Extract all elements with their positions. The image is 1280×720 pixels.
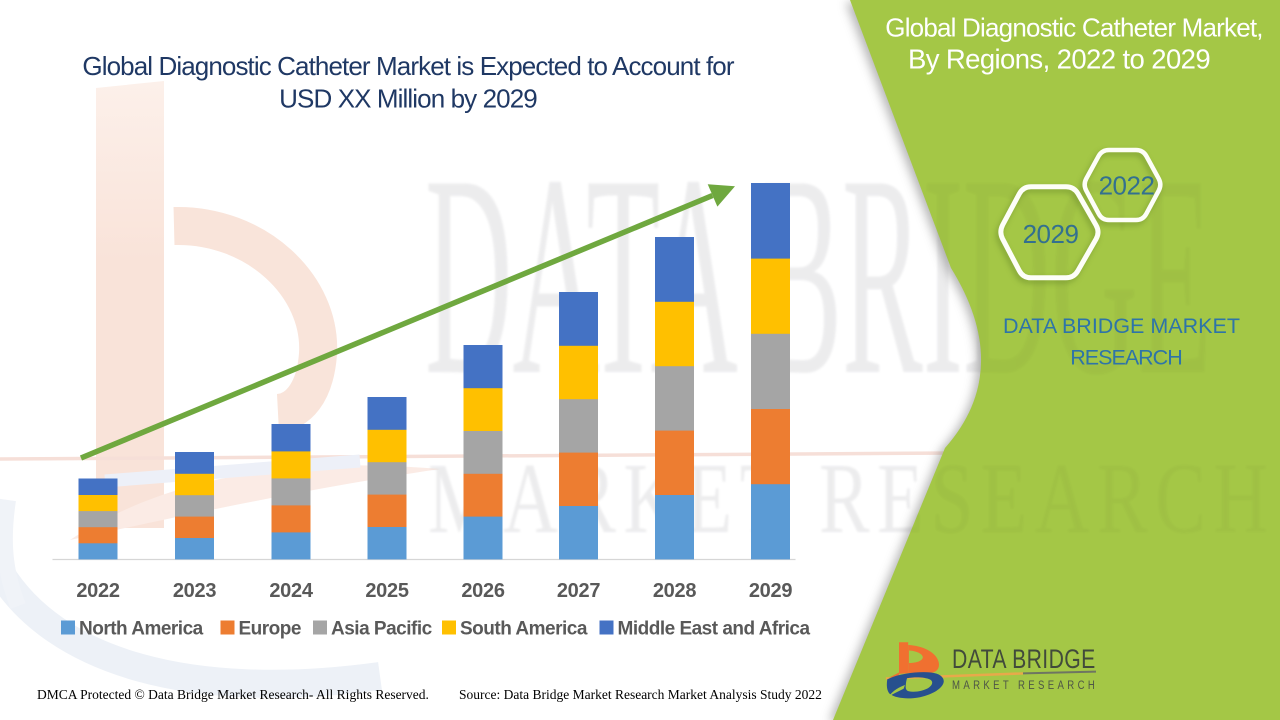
svg-text:DATA BRIDGE: DATA BRIDGE: [952, 645, 1096, 675]
svg-text:Asia Pacific: Asia Pacific: [331, 619, 433, 640]
svg-text:MARKET RESEARCH: MARKET RESEARCH: [952, 679, 1098, 692]
svg-text:2025: 2025: [365, 580, 408, 602]
svg-text:2022: 2022: [76, 580, 119, 602]
svg-text:2027: 2027: [557, 580, 600, 602]
svg-text:USD XX Million by 2029: USD XX Million by 2029: [279, 84, 537, 114]
svg-text:2026: 2026: [461, 580, 504, 602]
svg-text:2029: 2029: [749, 580, 792, 602]
svg-text:By Regions, 2022 to 2029: By Regions, 2022 to 2029: [908, 44, 1210, 75]
svg-text:Middle East and Africa: Middle East and Africa: [618, 619, 811, 640]
svg-text:South America: South America: [460, 619, 588, 640]
svg-text:DMCA Protected © Data Bridge M: DMCA Protected © Data Bridge Market Rese…: [37, 687, 429, 702]
svg-text:Source: Data Bridge Market Res: Source: Data Bridge Market Research Mark…: [459, 687, 822, 702]
svg-text:DATA BRIDGE MARKET: DATA BRIDGE MARKET: [1003, 314, 1240, 338]
svg-text:2029: 2029: [1023, 219, 1079, 249]
svg-text:North America: North America: [79, 619, 204, 640]
svg-text:Global Diagnostic Catheter Mar: Global Diagnostic Catheter Market,: [885, 13, 1262, 43]
svg-text:2024: 2024: [269, 580, 313, 602]
svg-text:2023: 2023: [173, 580, 216, 602]
svg-text:2028: 2028: [653, 580, 696, 602]
svg-text:Europe: Europe: [239, 619, 301, 640]
svg-text:Global Diagnostic Catheter Mar: Global Diagnostic Catheter Market is Exp…: [82, 51, 734, 81]
svg-text:RESEARCH: RESEARCH: [1070, 346, 1181, 370]
svg-text:2022: 2022: [1099, 170, 1155, 200]
